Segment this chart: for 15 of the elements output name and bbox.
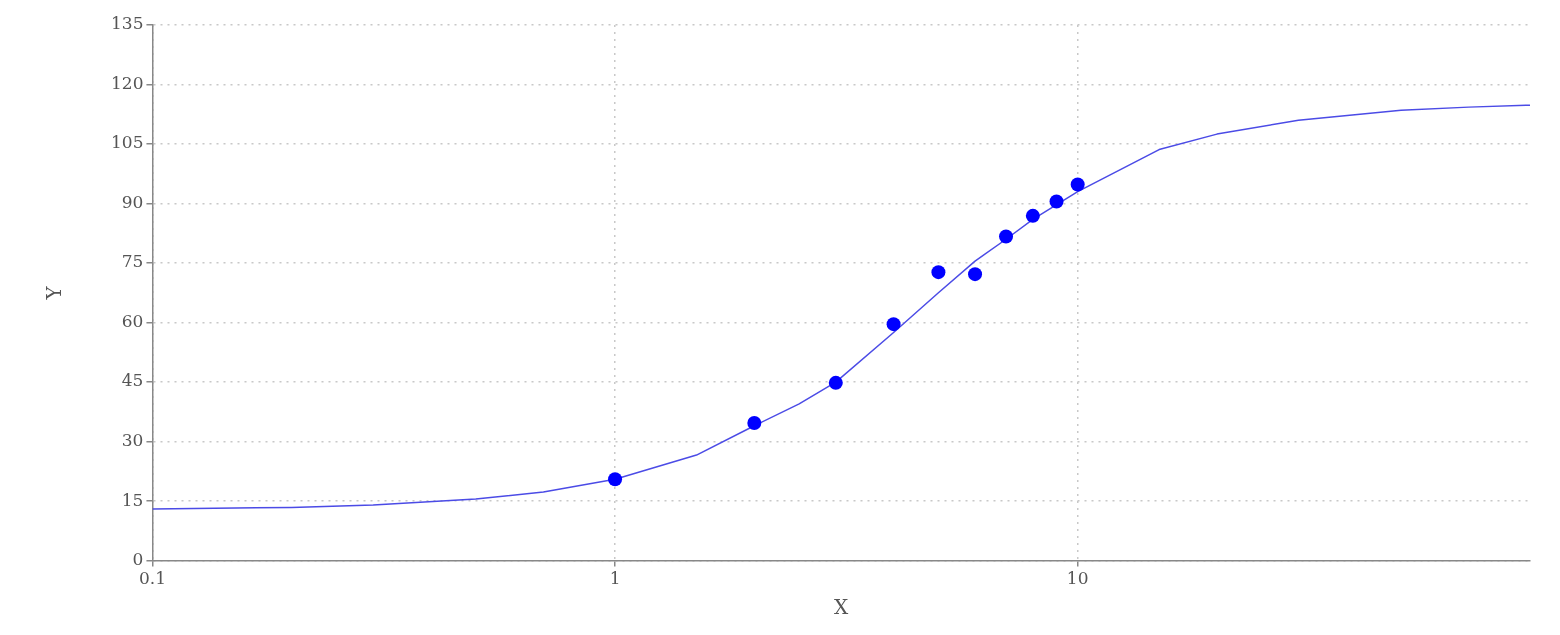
y-axis-title: Y bbox=[42, 285, 67, 301]
y-tick-label: 135 bbox=[110, 13, 144, 34]
y-tick-label: 60 bbox=[121, 310, 144, 331]
x-tick-label: 0.1 bbox=[138, 568, 166, 589]
x-tick-label: 1 bbox=[609, 568, 621, 589]
y-tick-label: 75 bbox=[121, 251, 144, 272]
y-tick-label: 30 bbox=[121, 430, 144, 450]
x-axis-title: X bbox=[834, 595, 850, 620]
y-tick-label: 15 bbox=[121, 489, 144, 510]
y-tick-label: 105 bbox=[110, 132, 144, 153]
y-tick-label: 90 bbox=[121, 191, 144, 212]
y-tick-label: 45 bbox=[121, 370, 144, 391]
x-tick-label: 10 bbox=[1066, 568, 1089, 589]
y-tick-label: 120 bbox=[110, 72, 144, 93]
y-tick-label: 0 bbox=[132, 549, 144, 570]
